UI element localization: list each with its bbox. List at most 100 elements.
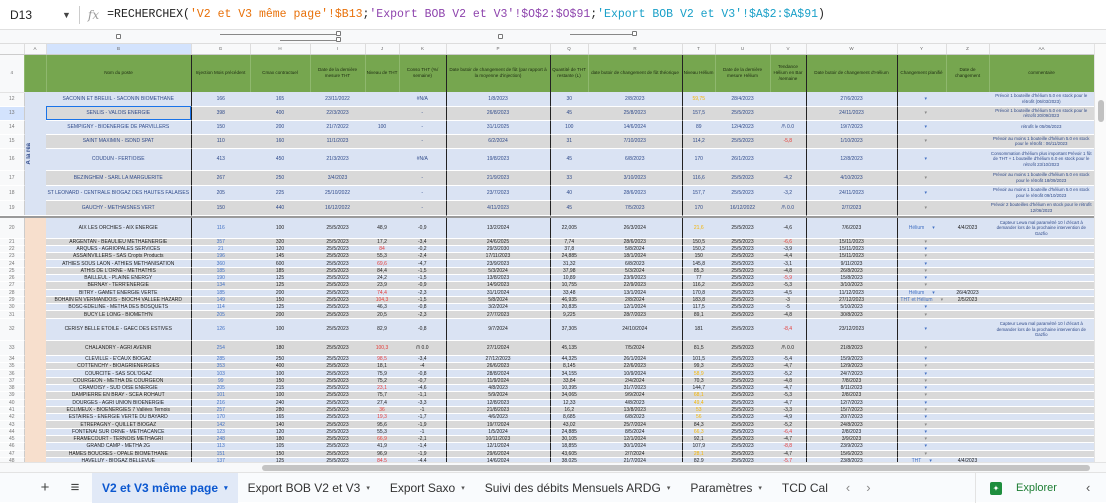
cell-P[interactable]: 11/9/2024 bbox=[446, 377, 551, 385]
cell-W[interactable]: 12/7/2023 bbox=[806, 399, 898, 407]
cell-U[interactable]: 28/4/2023 bbox=[715, 92, 770, 107]
column-header-W[interactable]: W bbox=[806, 44, 898, 55]
cell-K[interactable]: - bbox=[399, 106, 447, 121]
row-number[interactable]: 27 bbox=[0, 281, 25, 290]
cell-J[interactable]: 24,2 bbox=[365, 274, 399, 283]
cell-Y[interactable]: ▾ bbox=[897, 399, 946, 407]
cell-I[interactable]: 22/3/2023 bbox=[310, 106, 365, 121]
cell-H[interactable]: 165 bbox=[250, 92, 310, 107]
cell-Y[interactable]: ▾ bbox=[897, 310, 946, 319]
cell-I[interactable]: 23/11/2022 bbox=[310, 92, 365, 107]
cell-W[interactable]: 2/8/2023 bbox=[806, 391, 898, 400]
cell-K[interactable]: -1 bbox=[399, 428, 447, 437]
dropdown-arrow-icon[interactable]: ▾ bbox=[924, 377, 927, 384]
cell-R[interactable]: 4/8/2023 bbox=[588, 399, 683, 407]
cell-G[interactable]: 170 bbox=[191, 413, 250, 422]
cell-V[interactable]: /!\ 0.0 bbox=[770, 340, 807, 356]
cell-H[interactable]: 180 bbox=[250, 435, 310, 444]
cell-U[interactable]: 25/5/2023 bbox=[715, 289, 770, 297]
cell-P[interactable]: 26/8/2023 bbox=[446, 106, 551, 121]
sheet-tab[interactable]: Export Saxo ▾ bbox=[380, 473, 475, 503]
dropdown-arrow-icon[interactable]: ▾ bbox=[924, 428, 927, 435]
cell-R[interactable]: 28/6/2023 bbox=[588, 185, 683, 201]
cell-I[interactable]: 25/5/2023 bbox=[310, 391, 365, 400]
cell-B[interactable]: BAILLEUL - PLAINE ENERGY bbox=[46, 274, 192, 283]
cell-P[interactable]: 10/11/2023 bbox=[446, 435, 551, 444]
cell-R[interactable]: 22/6/2023 bbox=[588, 362, 683, 371]
cell-T[interactable]: 70,3 bbox=[682, 377, 715, 385]
cell-W[interactable]: 12/8/2023 bbox=[806, 148, 898, 171]
cell-B[interactable]: BITRY - GAMET ENERGIE VERTE bbox=[46, 289, 192, 297]
cell-I[interactable]: 25/5/2023 bbox=[310, 384, 365, 393]
cell-R[interactable]: 28/6/2023 bbox=[588, 238, 683, 246]
cell-T[interactable]: 59,75 bbox=[682, 92, 715, 107]
cell-I[interactable]: 25/5/2023 bbox=[310, 267, 365, 276]
cell-J[interactable]: 104,3 bbox=[365, 296, 399, 305]
cell-R[interactable]: 13/8/2023 bbox=[588, 406, 683, 415]
cell-U[interactable]: 25/5/2023 bbox=[715, 134, 770, 149]
cell-Z[interactable]: 4/4/2023 bbox=[946, 457, 989, 462]
cell-Y[interactable]: ▾ bbox=[897, 170, 946, 186]
cell-V[interactable]: -5 bbox=[770, 303, 807, 312]
sheet-tab[interactable]: Export BOB V2 et V3 ▾ bbox=[238, 473, 380, 503]
cell-B[interactable]: HAMES BOUCRES - OPALE BIOMETHANE bbox=[46, 450, 192, 458]
row-number[interactable]: 40 bbox=[0, 399, 25, 407]
cell-J[interactable] bbox=[365, 92, 399, 107]
cell-V[interactable]: -6,6 bbox=[770, 238, 807, 246]
cell-V[interactable]: -3 bbox=[770, 296, 807, 305]
cell-AA[interactable] bbox=[989, 391, 1094, 400]
cell-AA[interactable] bbox=[989, 340, 1094, 356]
cell-V[interactable]: -4,8 bbox=[770, 310, 807, 319]
cell-Z[interactable] bbox=[946, 420, 989, 429]
cell-H[interactable]: 250 bbox=[250, 355, 310, 364]
cell-Y[interactable]: ▾ bbox=[897, 420, 946, 429]
cell-J[interactable]: 17,2 bbox=[365, 238, 399, 246]
cell-V[interactable]: -5,3 bbox=[770, 391, 807, 400]
spreadsheet-grid[interactable]: A B G H I J K P Q R T U V W Y Z AA 4 Nom du poste Injection… bbox=[0, 44, 1094, 462]
cell-Z[interactable] bbox=[946, 281, 989, 290]
cell-B[interactable]: HAVELUY - BIOGAZ BELLEVUE bbox=[46, 457, 192, 462]
row-number[interactable]: 23 bbox=[0, 252, 25, 261]
cell-W[interactable]: 15/8/2023 bbox=[806, 274, 898, 283]
cell-G[interactable]: 257 bbox=[191, 406, 250, 415]
cell-Q[interactable]: 100 bbox=[550, 120, 588, 135]
cell-R[interactable]: 26/1/2024 bbox=[588, 355, 683, 364]
row-number[interactable]: 48 bbox=[0, 457, 25, 462]
column-header-T[interactable]: T bbox=[682, 44, 716, 55]
cell-T[interactable]: 144,7 bbox=[682, 384, 715, 393]
cell-V[interactable]: -4,7 bbox=[770, 384, 807, 393]
cell-G[interactable]: 126 bbox=[191, 318, 250, 341]
cell-AA[interactable] bbox=[989, 274, 1094, 283]
cell-B[interactable]: SAINT MAXIMIN - ISDND SPAT bbox=[46, 134, 192, 149]
cell-J[interactable] bbox=[365, 148, 399, 171]
cell-V[interactable]: /!\ 0.0 bbox=[770, 120, 807, 135]
cell-W[interactable]: 2/8/2023 bbox=[806, 428, 898, 437]
cell-Y[interactable]: ▾ bbox=[897, 355, 946, 364]
cell-Z[interactable] bbox=[946, 310, 989, 319]
cell-Q[interactable]: 18,855 bbox=[550, 442, 588, 451]
cell-J[interactable]: 82,9 bbox=[365, 318, 399, 341]
cell-G[interactable]: 150 bbox=[191, 120, 250, 135]
cell-T[interactable]: 183,8 bbox=[682, 296, 715, 305]
cell-Y[interactable]: ▾ bbox=[897, 274, 946, 283]
column-header-B[interactable]: B bbox=[46, 44, 192, 55]
cell-B[interactable]: COTTENCHY - BIOAGRIENERGIES bbox=[46, 362, 192, 371]
cell-R[interactable]: 22/9/2023 bbox=[588, 281, 683, 290]
cell-P[interactable]: 13/8/2023 bbox=[446, 274, 551, 283]
cell-I[interactable]: 25/5/2023 bbox=[310, 289, 365, 297]
cell-Y[interactable]: Hélium ▾ bbox=[897, 218, 946, 239]
row-number[interactable]: 43 bbox=[0, 420, 25, 429]
cell-Z[interactable] bbox=[946, 355, 989, 364]
cell-I[interactable]: 25/5/2023 bbox=[310, 318, 365, 341]
cell-G[interactable]: 205 bbox=[191, 384, 250, 393]
cell-K[interactable]: -1 bbox=[399, 406, 447, 415]
cell-V[interactable]: -4,5 bbox=[770, 289, 807, 297]
cell-G[interactable]: 123 bbox=[191, 428, 250, 437]
tab-menu-caret-icon[interactable]: ▾ bbox=[224, 484, 228, 492]
row-number[interactable]: 19 bbox=[0, 200, 25, 216]
cell-V[interactable]: -3,2 bbox=[770, 185, 807, 201]
cell-A[interactable] bbox=[24, 218, 46, 462]
cell-U[interactable]: 25/5/2023 bbox=[715, 391, 770, 400]
cell-AA[interactable] bbox=[989, 442, 1094, 451]
cell-AA[interactable] bbox=[989, 362, 1094, 371]
